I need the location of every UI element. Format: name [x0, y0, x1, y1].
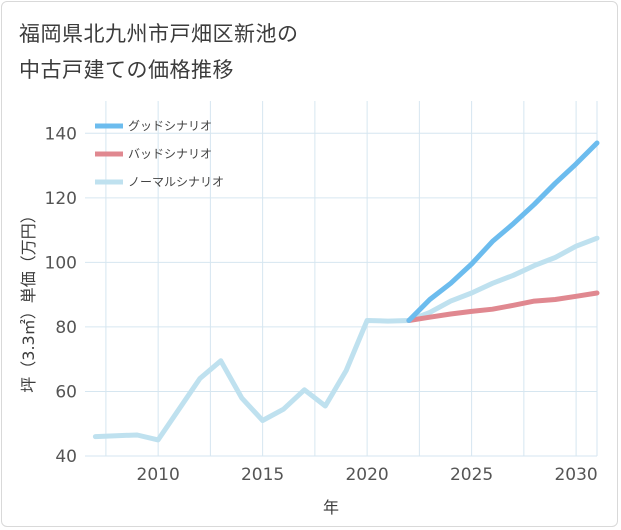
axis-ticks: 40 60 80 100 120 140 2010 2015 2020 2025 2030: [45, 124, 598, 485]
x-tick-label: 2010: [137, 465, 180, 485]
legend-label-bad: バッドシナリオ: [128, 147, 212, 161]
chart-title-line2: 中古戸建ての価格推移: [19, 58, 234, 82]
grid-lines: [85, 101, 598, 457]
x-axis-title: 年: [323, 498, 339, 517]
y-tick-label: 120: [45, 189, 77, 209]
y-tick-label: 140: [45, 124, 77, 144]
chart-title: 福岡県北九州市戸畑区新池の 中古戸建ての価格推移: [19, 16, 299, 88]
series-line-bad: [406, 290, 600, 323]
x-tick-label: 2020: [345, 465, 388, 485]
legend-label-good: グッドシナリオ: [128, 119, 212, 133]
x-tick-label: 2015: [241, 465, 284, 485]
chart-title-line1: 福岡県北九州市戸畑区新池の: [19, 22, 299, 46]
y-axis-title: 坪（3.3㎡）単価（万円）: [19, 207, 38, 392]
series-line-good: [406, 140, 600, 323]
x-tick-label: 2025: [450, 465, 493, 485]
y-tick-label: 40: [55, 447, 77, 467]
legend-label-normal: ノーマルシナリオ: [128, 175, 224, 189]
series-lines: [92, 140, 600, 443]
series-line-normal: [92, 235, 600, 443]
y-tick-label: 80: [55, 318, 77, 338]
x-tick-label: 2030: [554, 465, 597, 485]
y-tick-label: 100: [45, 253, 77, 273]
y-tick-label: 60: [55, 382, 77, 402]
